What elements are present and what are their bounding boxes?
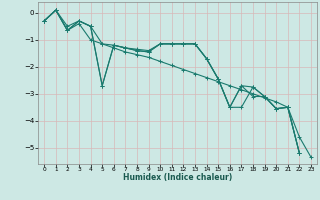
X-axis label: Humidex (Indice chaleur): Humidex (Indice chaleur) [123,173,232,182]
